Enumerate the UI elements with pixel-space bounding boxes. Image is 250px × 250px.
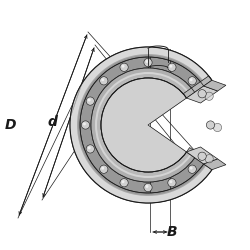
Circle shape	[122, 65, 124, 68]
Circle shape	[120, 63, 128, 72]
Circle shape	[101, 167, 104, 170]
Polygon shape	[204, 80, 226, 91]
Wedge shape	[70, 47, 212, 203]
Polygon shape	[186, 147, 218, 164]
Circle shape	[122, 180, 124, 183]
Wedge shape	[77, 54, 206, 196]
Wedge shape	[80, 57, 204, 193]
Polygon shape	[186, 86, 218, 103]
Circle shape	[86, 97, 94, 105]
Circle shape	[168, 178, 176, 187]
Wedge shape	[91, 68, 195, 182]
Circle shape	[190, 78, 192, 81]
Circle shape	[198, 90, 206, 98]
Wedge shape	[91, 68, 195, 182]
Circle shape	[168, 63, 176, 72]
Circle shape	[170, 65, 172, 68]
Polygon shape	[184, 76, 212, 98]
Circle shape	[144, 58, 152, 66]
Circle shape	[198, 152, 206, 160]
Circle shape	[170, 180, 172, 183]
Wedge shape	[91, 68, 195, 182]
Circle shape	[188, 77, 196, 85]
Circle shape	[146, 60, 148, 63]
Circle shape	[82, 121, 90, 129]
Circle shape	[88, 98, 91, 102]
Circle shape	[206, 121, 214, 129]
Circle shape	[205, 154, 213, 163]
Circle shape	[214, 123, 222, 132]
Wedge shape	[70, 47, 212, 203]
Circle shape	[101, 78, 104, 81]
Circle shape	[205, 92, 213, 100]
Circle shape	[190, 167, 192, 170]
Circle shape	[83, 122, 86, 126]
Text: D: D	[4, 118, 16, 132]
Text: B: B	[167, 225, 177, 239]
Circle shape	[146, 185, 148, 188]
Circle shape	[100, 77, 108, 85]
Circle shape	[88, 146, 91, 149]
Circle shape	[86, 145, 94, 153]
Polygon shape	[186, 148, 215, 170]
Wedge shape	[101, 78, 186, 172]
Text: d: d	[47, 116, 57, 130]
Circle shape	[100, 165, 108, 173]
Circle shape	[144, 184, 152, 192]
Circle shape	[188, 165, 196, 173]
Circle shape	[120, 178, 128, 187]
Polygon shape	[204, 159, 226, 170]
